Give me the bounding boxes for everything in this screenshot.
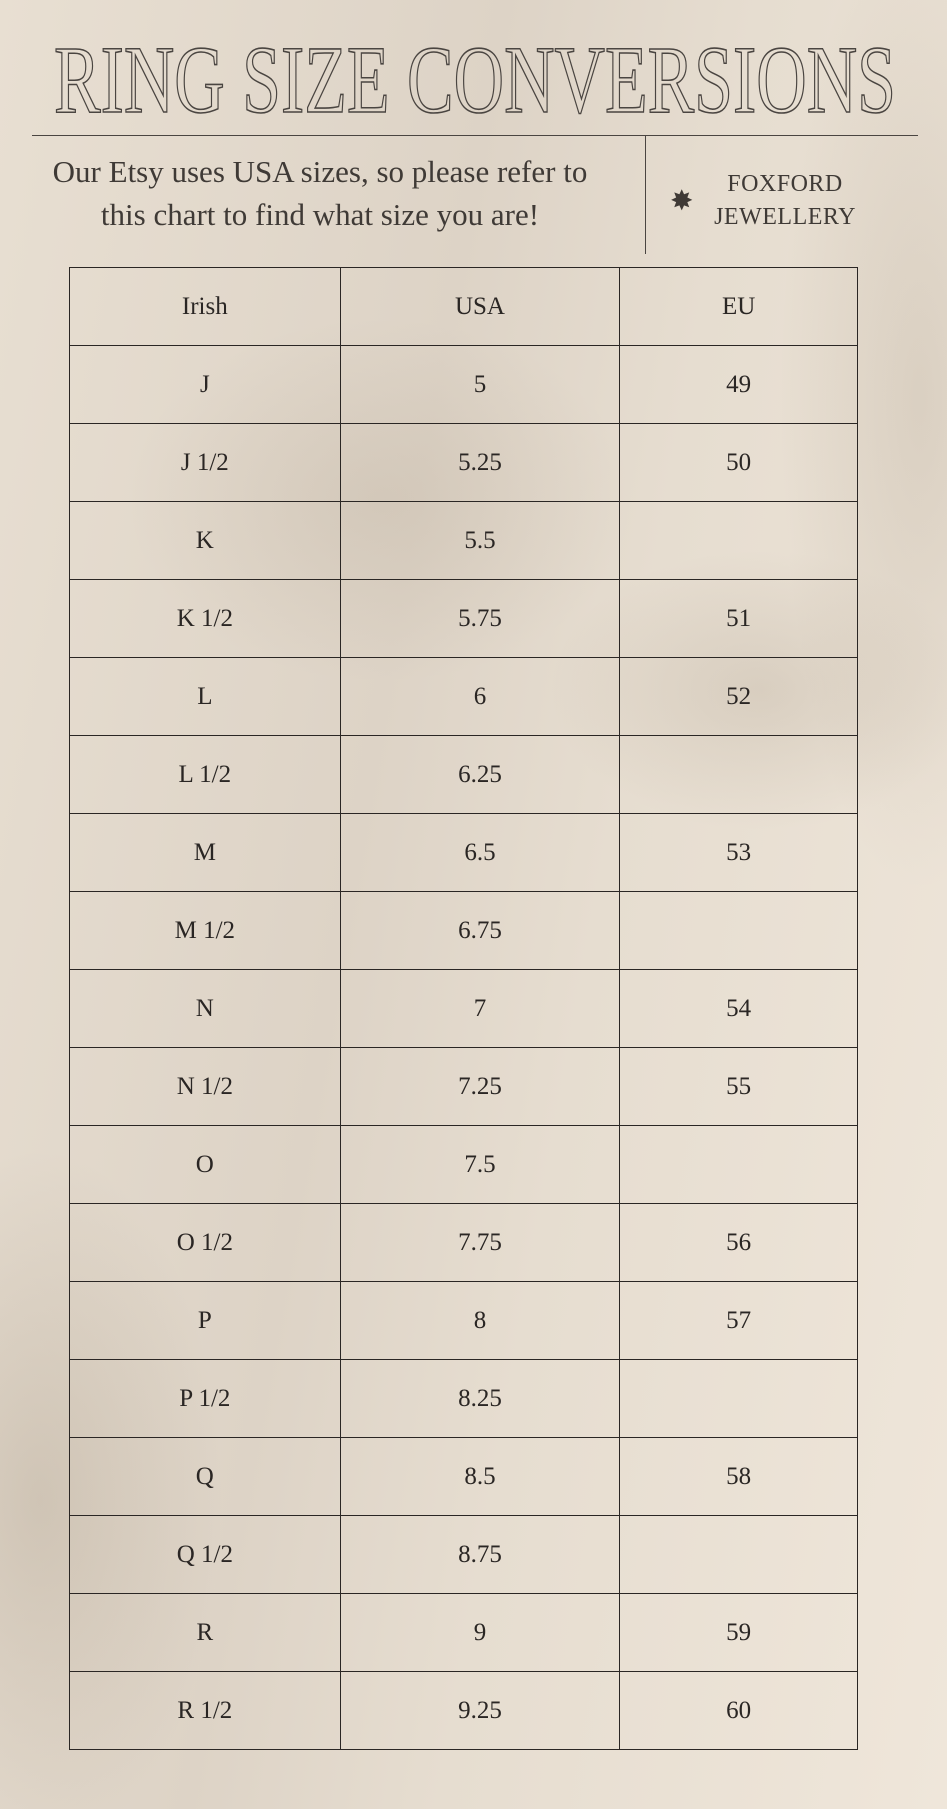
table-row: J 1/2 5.25 50	[69, 423, 858, 502]
subtitle: Our Etsy uses USA sizes, so please refer…	[30, 150, 610, 236]
table-row: O 7.5	[69, 1125, 858, 1204]
cell-eu	[619, 1125, 858, 1204]
header-eu: EU	[619, 267, 858, 346]
table-row: R 9 59	[69, 1593, 858, 1672]
header-divider	[32, 135, 918, 136]
cell-irish: L 1/2	[69, 735, 341, 814]
cell-irish: Q	[69, 1437, 341, 1516]
cell-eu: 50	[619, 423, 858, 502]
table-row: L 6 52	[69, 657, 858, 736]
cell-irish: R	[69, 1593, 341, 1672]
cell-eu: 59	[619, 1593, 858, 1672]
cell-irish: P	[69, 1281, 341, 1360]
cell-irish: O	[69, 1125, 341, 1204]
cell-usa: 8.75	[339, 1515, 621, 1594]
brand-line-2: JEWELLERY	[714, 204, 856, 230]
cell-usa: 7	[339, 969, 621, 1048]
cell-eu	[619, 1359, 858, 1438]
cell-usa: 6.25	[339, 735, 621, 814]
cell-eu: 53	[619, 813, 858, 892]
cell-eu: 54	[619, 969, 858, 1048]
cell-usa: 8.25	[339, 1359, 621, 1438]
cell-usa: 5.25	[339, 423, 621, 502]
cell-usa: 5	[339, 345, 621, 424]
cell-eu	[619, 501, 858, 580]
cell-irish: M	[69, 813, 341, 892]
table-row: J 5 49	[69, 345, 858, 424]
cell-irish: M 1/2	[69, 891, 341, 970]
cell-usa: 5.5	[339, 501, 621, 580]
cell-eu: 49	[619, 345, 858, 424]
cell-irish: J 1/2	[69, 423, 341, 502]
page-title: RING SIZE CONVERSIONS	[54, 40, 896, 120]
subtitle-line-2: this chart to find what size you are!	[100, 197, 540, 232]
cell-eu: 57	[619, 1281, 858, 1360]
brand-logo: ✸ FOXFORD JEWELLERY	[660, 168, 920, 238]
table-row: P 1/2 8.25	[69, 1359, 858, 1438]
table-row: Q 1/2 8.75	[69, 1515, 858, 1594]
subtitle-line-1: Our Etsy uses USA sizes, so please refer…	[52, 154, 588, 189]
cell-usa: 7.5	[339, 1125, 621, 1204]
table-row: K 5.5	[69, 501, 858, 580]
cell-irish: Q 1/2	[69, 1515, 341, 1594]
cell-eu: 56	[619, 1203, 858, 1282]
cell-eu: 58	[619, 1437, 858, 1516]
cell-usa: 7.25	[339, 1047, 621, 1126]
table-row: K 1/2 5.75 51	[69, 579, 858, 658]
cell-eu	[619, 1515, 858, 1594]
cell-usa: 8.5	[339, 1437, 621, 1516]
cell-eu	[619, 891, 858, 970]
brand-line-1: FOXFORD	[727, 171, 843, 197]
table-row: O 1/2 7.75 56	[69, 1203, 858, 1282]
title-text: RING SIZE CONVERSIONS	[54, 40, 896, 120]
cell-eu: 55	[619, 1047, 858, 1126]
vertical-divider	[645, 136, 646, 254]
table-row: Q 8.5 58	[69, 1437, 858, 1516]
cell-usa: 6.75	[339, 891, 621, 970]
cell-irish: K 1/2	[69, 579, 341, 658]
header-irish: Irish	[69, 267, 341, 346]
cell-usa: 5.75	[339, 579, 621, 658]
table-row: P 8 57	[69, 1281, 858, 1360]
cell-irish: L	[69, 657, 341, 736]
cell-usa: 8	[339, 1281, 621, 1360]
cell-eu	[619, 735, 858, 814]
cell-irish: P 1/2	[69, 1359, 341, 1438]
cell-irish: J	[69, 345, 341, 424]
cell-irish: N 1/2	[69, 1047, 341, 1126]
cell-eu: 51	[619, 579, 858, 658]
table-row: M 6.5 53	[69, 813, 858, 892]
table-row: L 1/2 6.25	[69, 735, 858, 814]
table-row: R 1/2 9.25 60	[69, 1671, 858, 1750]
cell-usa: 9	[339, 1593, 621, 1672]
ring-size-table: Irish USA EU J 5 49 J 1/2 5.25 50 K 5.5 K 1/2 5.7…	[69, 267, 858, 1750]
cell-usa: 6	[339, 657, 621, 736]
table-row: N 7 54	[69, 969, 858, 1048]
star-icon: ✸	[670, 186, 694, 217]
cell-usa: 6.5	[339, 813, 621, 892]
cell-eu: 60	[619, 1671, 858, 1750]
table-header-row: Irish USA EU	[69, 267, 858, 346]
table-row: N 1/2 7.25 55	[69, 1047, 858, 1126]
cell-irish: O 1/2	[69, 1203, 341, 1282]
cell-irish: N	[69, 969, 341, 1048]
cell-eu: 52	[619, 657, 858, 736]
cell-usa: 7.75	[339, 1203, 621, 1282]
cell-irish: R 1/2	[69, 1671, 341, 1750]
cell-irish: K	[69, 501, 341, 580]
table-row: M 1/2 6.75	[69, 891, 858, 970]
header-usa: USA	[339, 267, 621, 346]
cell-usa: 9.25	[339, 1671, 621, 1750]
